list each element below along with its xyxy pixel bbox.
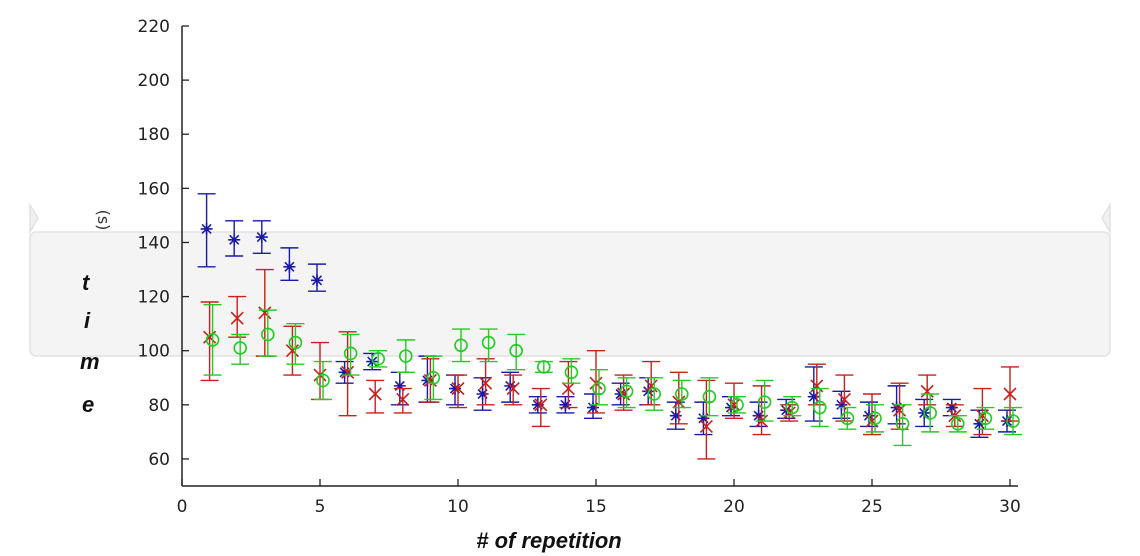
data-point-star xyxy=(228,233,241,246)
data-point-star xyxy=(283,260,296,273)
x-axis-label: # of repetition xyxy=(476,528,621,553)
data-point-x xyxy=(1003,387,1017,401)
data-point-circle xyxy=(674,387,689,401)
y-axis-unit: (s) xyxy=(94,210,113,231)
x-tick-label: 30 xyxy=(999,497,1021,517)
data-point-x xyxy=(258,306,272,320)
data-point-star xyxy=(835,398,848,411)
data-point-x xyxy=(368,387,382,401)
data-point-circle xyxy=(647,387,662,401)
data-point-x xyxy=(506,382,520,396)
data-point-x xyxy=(341,365,355,379)
x-tick-label: 25 xyxy=(861,497,883,517)
data-point-star xyxy=(393,379,406,392)
data-point-circle xyxy=(509,343,524,358)
x-tick-label: 20 xyxy=(723,497,745,517)
data-point-circle xyxy=(950,416,965,431)
data-point-star xyxy=(697,412,710,425)
y-tick-label: 220 xyxy=(138,17,170,37)
data-point-x xyxy=(672,395,686,409)
data-point-circle xyxy=(1006,414,1020,428)
data-point-star xyxy=(476,388,489,400)
data-point-x xyxy=(285,344,299,358)
data-point-star xyxy=(255,231,268,244)
y-tick-label: 160 xyxy=(138,179,170,199)
data-point-circle xyxy=(592,381,606,396)
data-point-circle xyxy=(260,327,275,342)
data-point-x xyxy=(561,382,575,396)
series-2 xyxy=(200,268,1019,460)
data-point-star xyxy=(752,409,765,422)
data-point-x xyxy=(727,398,741,412)
data-point-star xyxy=(531,398,544,411)
data-point-star xyxy=(807,390,820,403)
data-point-star xyxy=(311,274,323,287)
y-tick-label: 120 xyxy=(138,288,170,308)
data-point-circle xyxy=(757,395,772,409)
data-point-circle xyxy=(454,338,468,353)
data-point-star xyxy=(559,398,572,411)
data-point-circle xyxy=(205,333,220,347)
data-point-circle xyxy=(730,398,744,412)
data-point-circle xyxy=(233,341,247,355)
data-point-circle xyxy=(702,389,717,404)
y-axis-label-letter-m: m xyxy=(80,349,100,374)
y-tick-label: 80 xyxy=(148,396,170,416)
data-point-circle xyxy=(812,400,827,415)
data-point-circle xyxy=(536,360,551,374)
data-point-x xyxy=(699,419,713,434)
data-point-star xyxy=(200,222,213,235)
data-point-circle xyxy=(923,406,938,420)
y-tick-label: 200 xyxy=(138,71,170,91)
data-point-x xyxy=(479,376,493,390)
data-point-circle xyxy=(426,370,441,385)
data-point-x xyxy=(230,311,244,325)
data-point-circle xyxy=(895,416,910,431)
x-tick-label: 15 xyxy=(585,497,607,517)
data-point-circle xyxy=(398,349,413,363)
data-point-star xyxy=(449,382,461,395)
data-point-x xyxy=(396,392,410,406)
data-point-x xyxy=(810,379,824,393)
data-point-star xyxy=(973,417,986,430)
series-3 xyxy=(203,304,1022,447)
data-point-circle xyxy=(785,400,800,415)
data-point-x xyxy=(893,403,907,417)
x-tick-label: 10 xyxy=(447,497,469,517)
data-point-circle xyxy=(371,352,386,366)
data-point-circle xyxy=(288,335,303,350)
y-tick-label: 140 xyxy=(138,233,170,253)
x-tick-label: 5 xyxy=(315,497,326,517)
data-point-x xyxy=(534,398,548,412)
y-tick-label: 180 xyxy=(138,125,170,145)
chart-marks xyxy=(197,193,1022,460)
y-axis-label-letter-e: e xyxy=(82,392,94,417)
data-point-circle xyxy=(316,373,330,388)
data-point-circle xyxy=(481,335,496,350)
data-point-circle xyxy=(868,411,882,426)
data-point-star xyxy=(338,366,351,379)
axes: 60 80 100 120 140 160 180 200 220 0 5 10 15 20 25 30 xyxy=(138,17,1021,517)
data-point-circle xyxy=(978,411,993,426)
data-point-x xyxy=(644,379,658,393)
data-point-circle xyxy=(840,411,855,426)
y-tick-label: 100 xyxy=(138,342,170,362)
series-1 xyxy=(197,193,1016,438)
data-point-star xyxy=(587,401,599,414)
data-point-x xyxy=(920,384,934,398)
x-tick-label: 0 xyxy=(177,497,188,517)
data-point-star xyxy=(669,409,682,422)
data-point-circle xyxy=(343,346,358,361)
y-axis-label-letter-i: i xyxy=(84,308,91,333)
data-point-star xyxy=(945,401,958,414)
y-tick-label: 60 xyxy=(148,450,170,470)
data-point-x xyxy=(451,382,465,396)
data-point-circle xyxy=(619,384,634,399)
y-axis-label-letter-t: t xyxy=(82,270,91,295)
data-point-x xyxy=(837,392,851,406)
data-point-circle xyxy=(564,365,579,380)
